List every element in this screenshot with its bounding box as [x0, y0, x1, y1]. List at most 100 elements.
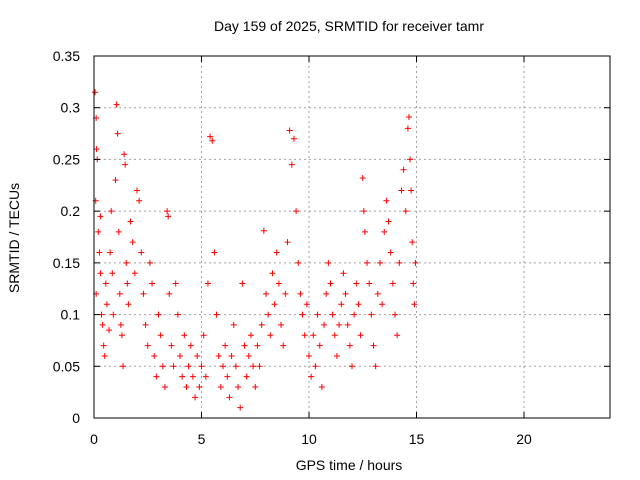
data-point: [269, 270, 276, 277]
y-axis-label: SRMTID / TECUs: [6, 183, 22, 293]
data-point: [164, 208, 171, 215]
data-point: [295, 259, 302, 266]
data-point: [146, 259, 153, 266]
data-point: [355, 301, 362, 308]
data-point: [411, 301, 418, 308]
data-point: [101, 352, 108, 359]
data-point: [366, 280, 373, 287]
data-point: [159, 363, 166, 370]
data-point: [226, 394, 233, 401]
data-point: [161, 383, 168, 390]
data-point: [109, 270, 116, 277]
data-point: [166, 290, 173, 297]
data-point: [308, 373, 315, 380]
data-point: [405, 114, 412, 121]
data-point: [282, 290, 289, 297]
x-tick-label: 5: [198, 431, 206, 447]
data-point: [215, 352, 222, 359]
data-point: [325, 259, 332, 266]
data-point: [288, 161, 295, 168]
data-point: [389, 280, 396, 287]
data-point: [404, 125, 411, 132]
data-point: [204, 280, 211, 287]
data-point: [123, 259, 130, 266]
data-point: [333, 352, 340, 359]
data-point: [410, 280, 417, 287]
data-point: [284, 239, 291, 246]
data-point: [344, 321, 351, 328]
data-point: [122, 161, 129, 168]
data-point: [239, 280, 246, 287]
data-point: [116, 290, 123, 297]
data-point: [185, 363, 192, 370]
data-point: [318, 383, 325, 390]
data-point: [165, 213, 172, 220]
data-point: [267, 332, 274, 339]
data-point: [407, 156, 414, 163]
grid-lines: [94, 56, 610, 418]
data-point: [100, 342, 107, 349]
data-point: [398, 187, 405, 194]
data-point: [275, 280, 282, 287]
data-point: [310, 332, 317, 339]
data-point: [142, 321, 149, 328]
x-tick-label: 15: [409, 431, 425, 447]
data-point: [338, 301, 345, 308]
data-point: [241, 342, 248, 349]
data-point: [121, 151, 128, 158]
data-point: [342, 290, 349, 297]
data-point: [360, 208, 367, 215]
data-point: [177, 352, 183, 359]
data-point: [93, 146, 100, 153]
data-point: [271, 301, 278, 308]
data-point: [306, 352, 312, 359]
data-point: [408, 187, 415, 194]
data-point: [120, 363, 127, 370]
data-point: [299, 311, 306, 318]
data-point: [290, 135, 297, 142]
data-point: [340, 270, 347, 277]
data-point: [108, 208, 115, 215]
y-tick-label: 0.1: [61, 307, 81, 323]
data-point: [381, 228, 388, 235]
data-point: [95, 228, 102, 235]
data-point: [376, 259, 383, 266]
data-point: [113, 101, 120, 108]
data-point: [172, 280, 179, 287]
data-point: [359, 175, 366, 182]
data-point: [385, 218, 392, 225]
y-tick-label: 0.3: [61, 100, 81, 116]
data-point: [370, 342, 377, 349]
data-point: [237, 404, 244, 411]
data-point: [127, 218, 134, 225]
data-point: [402, 208, 409, 215]
data-point: [115, 228, 122, 235]
x-tick-label: 20: [516, 431, 532, 447]
data-point: [346, 342, 353, 349]
data-point: [323, 290, 330, 297]
data-point: [409, 239, 416, 246]
data-point: [155, 311, 162, 318]
data-point: [351, 311, 358, 318]
x-axis-label: GPS time / hours: [296, 457, 403, 473]
data-point: [278, 321, 285, 328]
y-tick-label: 0.2: [61, 203, 81, 219]
data-point: [106, 327, 113, 334]
data-point: [394, 332, 401, 339]
y-tick-label: 0.35: [53, 48, 80, 64]
data-point: [260, 227, 267, 234]
data-point: [245, 352, 252, 359]
data-point: [293, 208, 300, 215]
data-point: [211, 249, 218, 256]
data-point: [149, 280, 156, 287]
data-point: [96, 249, 103, 256]
data-point: [396, 259, 403, 266]
data-point: [297, 290, 304, 297]
data-point: [392, 311, 398, 318]
data-point: [232, 363, 239, 370]
data-point: [102, 280, 109, 287]
data-point: [170, 363, 177, 370]
data-point: [379, 301, 386, 308]
data-point: [189, 373, 196, 380]
